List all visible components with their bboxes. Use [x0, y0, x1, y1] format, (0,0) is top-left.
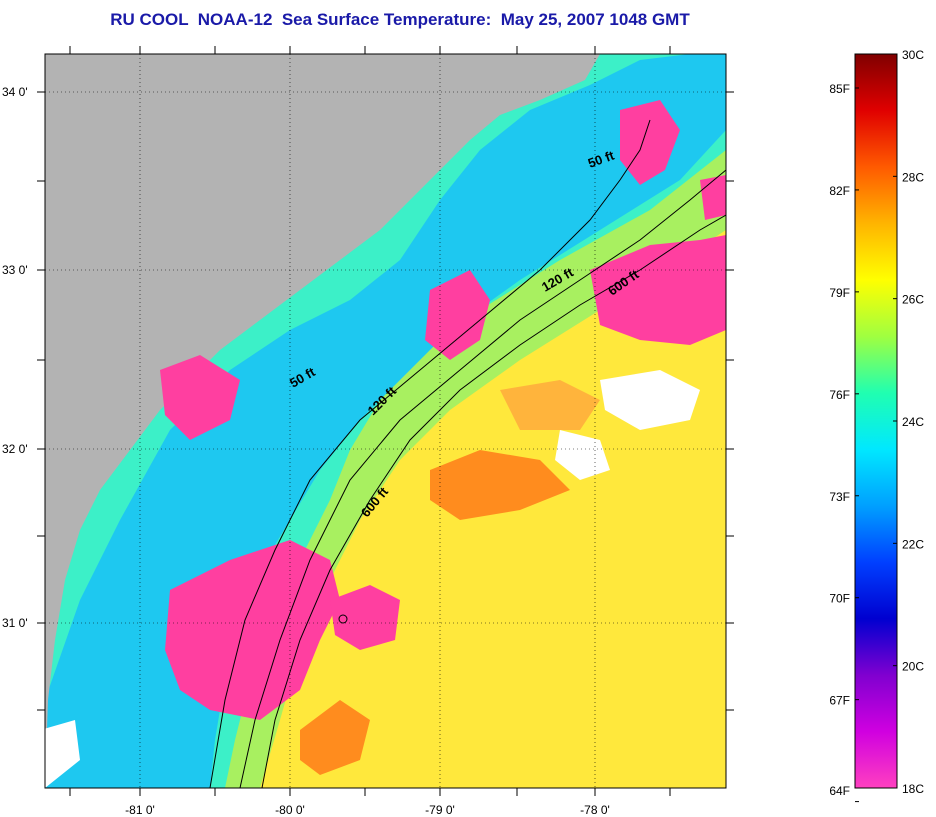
- colorbar-celsius-label: 28C: [902, 170, 924, 184]
- contour-120ft: [239, 169, 726, 788]
- cloud-cover: [425, 270, 490, 360]
- colorbar-fahrenheit-label: 85F: [829, 82, 850, 96]
- colorbar-fahrenheit-label: 82F: [829, 184, 850, 198]
- x-tick-label: -81 0': [125, 803, 155, 817]
- contour-50ft: [209, 119, 651, 788]
- map-title: RU COOL NOAA-12 Sea Surface Temperature:…: [110, 10, 690, 29]
- cloud-cover: [330, 585, 400, 650]
- cloud-cover: [620, 100, 680, 185]
- colorbar-fahrenheit-label: 79F: [829, 286, 850, 300]
- x-tick-label: -79 0': [425, 803, 455, 817]
- land-mass: [45, 54, 600, 788]
- colorbar-celsius-label: 20C: [902, 660, 924, 674]
- map-frame: [44, 53, 727, 789]
- cloud-cover: [165, 540, 340, 720]
- station-marker: [338, 614, 348, 624]
- colorbar-celsius-label: 22C: [902, 537, 924, 551]
- colorbar-fahrenheit-label: 64F: [829, 784, 850, 798]
- no-data-area: [555, 430, 610, 480]
- x-tick-label: -78 0': [580, 803, 610, 817]
- y-tick-label: 32 0': [2, 442, 28, 456]
- gulfstream-patch: [430, 450, 570, 520]
- gulfstream-patch: [300, 700, 370, 775]
- no-data-area: [600, 370, 700, 430]
- y-tick-label: 31 0': [2, 616, 28, 630]
- colorbar-fahrenheit-label: 73F: [829, 490, 850, 504]
- y-tick-label: 33 0': [2, 263, 28, 277]
- gulfstream-patch: [500, 380, 600, 430]
- colorbar-fahrenheit-label: 70F: [829, 592, 850, 606]
- no-data-area: [45, 720, 80, 788]
- colorbar-fahrenheit-label: 76F: [829, 388, 850, 402]
- colorbar-celsius-label: 24C: [902, 415, 924, 429]
- colorbar-celsius-label: 26C: [902, 293, 924, 307]
- tick-marks: [37, 46, 734, 796]
- colorbar-gradient: [854, 53, 898, 789]
- cloud-cover: [590, 235, 726, 345]
- colorbar-celsius-label: 18C: [902, 782, 924, 796]
- colorbar-fahrenheit-label: 67F: [829, 694, 850, 708]
- colorbar-celsius-label: 30C: [902, 48, 924, 62]
- contour-600ft: [261, 214, 726, 788]
- cloud-cover: [160, 355, 240, 440]
- y-tick-label: 34 0': [2, 85, 28, 99]
- x-tick-label: -80 0': [275, 803, 305, 817]
